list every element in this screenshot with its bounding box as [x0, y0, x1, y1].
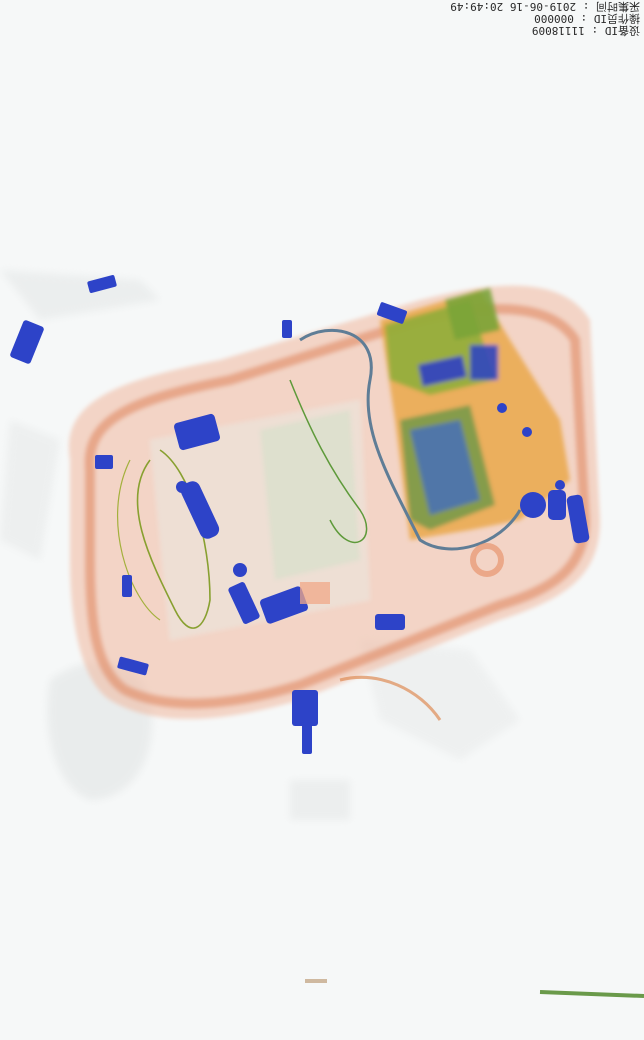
organic-items — [300, 543, 504, 604]
small-fragment — [305, 979, 327, 983]
metal-parts — [10, 275, 590, 754]
cables — [116, 328, 522, 721]
device-id-line: 设备ID : 11118009 — [531, 24, 640, 37]
thin-rod — [539, 990, 644, 998]
scan-info-header: 设备ID : 11118009 操作员ID : 000000 采集时间 : 20… — [410, 0, 640, 37]
capture-time-line: 采集时间 : 2019-06-16 20:49:49 — [450, 0, 640, 13]
bag-straps — [0, 270, 520, 820]
operator-id-line: 操作员ID : 000000 — [534, 12, 640, 25]
electronics — [380, 288, 570, 540]
